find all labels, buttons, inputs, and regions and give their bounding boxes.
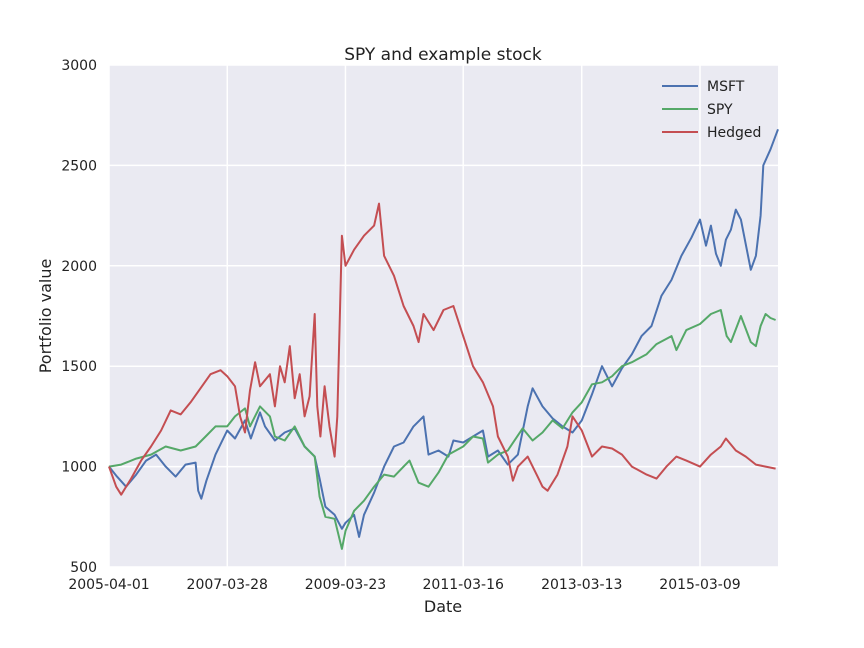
y-axis-label: Portfolio value — [36, 259, 55, 374]
x-tick-label: 2005-04-01 — [68, 577, 149, 593]
x-tick-label: 2013-03-13 — [541, 577, 622, 593]
y-tick-label: 1000 — [61, 460, 97, 476]
x-tick-label: 2009-03-23 — [305, 577, 386, 593]
y-tick-label: 500 — [70, 560, 97, 576]
x-tick-label: 2011-03-16 — [423, 577, 504, 593]
legend-label-msft: MSFT — [707, 79, 745, 95]
y-tick-label: 2500 — [61, 158, 97, 174]
x-tick-label: 2007-03-28 — [187, 577, 268, 593]
y-tick-label: 1500 — [61, 359, 97, 375]
y-tick-label: 2000 — [61, 259, 97, 275]
legend-label-hedged: Hedged — [707, 125, 761, 141]
legend-label-spy: SPY — [707, 102, 733, 118]
x-tick-label: 2015-03-09 — [659, 577, 740, 593]
series-layer — [108, 128, 779, 550]
plot-background — [109, 65, 778, 567]
series-line-spy — [108, 309, 776, 550]
series-line-hedged — [108, 202, 776, 496]
grid — [108, 64, 778, 568]
chart-title: SPY and example stock — [344, 45, 542, 65]
y-ticks: 500 1000 1500 2000 2500 3000 — [61, 58, 97, 576]
legend: MSFT SPY Hedged — [662, 79, 761, 141]
y-tick-label: 3000 — [61, 58, 97, 74]
x-ticks: 2005-04-01 2007-03-28 2009-03-23 2011-03-16… — [68, 577, 740, 593]
x-axis-label: Date — [424, 597, 462, 616]
